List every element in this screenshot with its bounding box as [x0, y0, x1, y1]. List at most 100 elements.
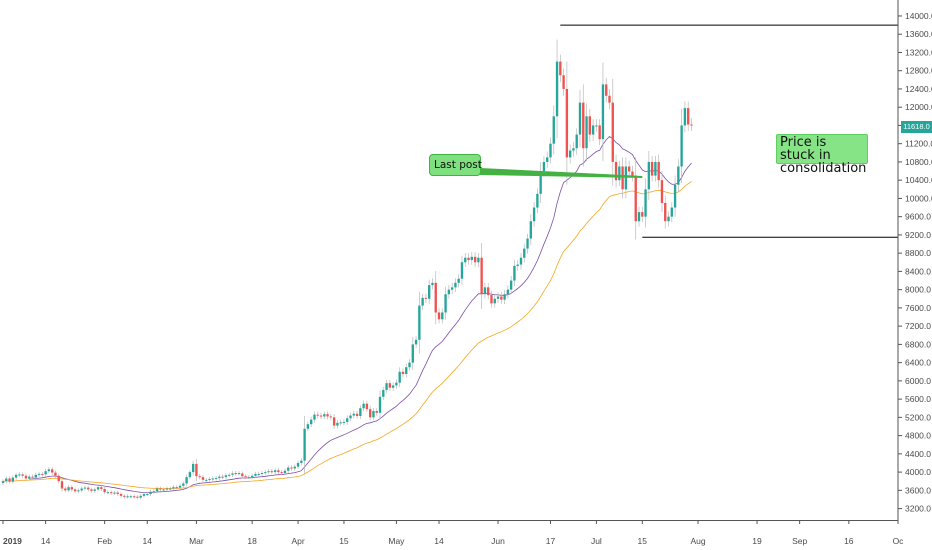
candle-body: [572, 148, 575, 151]
candle-body: [300, 460, 303, 463]
time-axis[interactable]: 2019 14 Feb 14 Mar 18 Apr 15 May 14 Jun 17 Jul 15 Aug 1…: [0, 520, 904, 546]
candle-body: [618, 166, 621, 181]
candle-body: [585, 116, 588, 149]
candle-body: [480, 257, 483, 295]
time-tick-label: 2019: [3, 536, 22, 546]
candle-body: [536, 193, 539, 208]
price-tick-label: 5200.0: [905, 412, 931, 422]
candle-body: [342, 421, 346, 423]
candle-body: [18, 474, 21, 476]
candle-body: [87, 487, 90, 490]
price-tick-label: 10400.0: [905, 175, 932, 185]
candle-body: [414, 339, 418, 345]
candle-body: [516, 264, 519, 266]
candle-body: [411, 344, 414, 363]
candle-body: [575, 134, 578, 149]
candle-body: [165, 488, 169, 490]
candle-body: [152, 491, 155, 493]
ma-fast-line: [29, 135, 692, 494]
price-tick-label: 3600.0: [905, 485, 931, 495]
candle-body: [355, 413, 359, 416]
last-post-pointer: [480, 168, 643, 178]
candle-body: [431, 282, 434, 286]
candle-body: [336, 422, 339, 426]
candle-body: [559, 61, 562, 76]
candle-body: [24, 475, 28, 479]
candle-body: [460, 262, 464, 279]
candle-body: [54, 472, 57, 476]
candles: [1, 39, 693, 500]
candle-body: [247, 477, 251, 479]
candle-body: [401, 371, 405, 375]
time-tick-label: 16: [844, 536, 854, 546]
candle-body: [424, 297, 428, 299]
candle-body: [490, 295, 493, 304]
candle-body: [50, 469, 54, 473]
candle-body: [605, 84, 608, 96]
candle-body: [237, 473, 241, 475]
candle-body: [90, 489, 93, 491]
candle-body: [477, 257, 480, 263]
candle-body: [67, 487, 70, 491]
candle-body: [103, 488, 106, 493]
price-axis[interactable]: 14000.0 13600.0 13200.0 12800.0 12400.0 12000…: [897, 0, 932, 520]
candle-body: [132, 496, 136, 498]
candle-body: [287, 467, 290, 471]
candle-body: [680, 125, 683, 167]
time-tick-label: May: [388, 536, 405, 546]
candle-body: [595, 125, 598, 127]
candle-body: [441, 312, 444, 320]
price-tick-label: 10000.0: [905, 193, 932, 203]
candle-body: [454, 282, 457, 288]
candle-body: [309, 419, 313, 425]
candle-body: [93, 489, 96, 491]
candle-body: [493, 298, 496, 304]
price-tick-label: 8400.0: [905, 266, 931, 276]
candle-body: [526, 238, 529, 249]
candle-body: [428, 285, 431, 299]
candle-body: [205, 479, 208, 481]
time-tick-label: 19: [752, 536, 762, 546]
candle-body: [444, 294, 447, 313]
candle-body: [637, 212, 641, 222]
candle-body: [178, 485, 182, 488]
price-tick-label: 13600.0: [905, 29, 932, 39]
candle-body: [224, 475, 228, 478]
candle-body: [578, 102, 582, 135]
time-tick-label: Oc: [893, 536, 905, 546]
price-tick-label: 5600.0: [905, 394, 931, 404]
candle-body: [155, 488, 159, 492]
candle-body: [113, 492, 116, 494]
candle-body: [149, 491, 152, 494]
candle-body: [539, 171, 542, 194]
candle-body: [73, 489, 77, 492]
candle-body: [273, 470, 277, 473]
candle-body: [11, 477, 15, 482]
price-tick-label: 14000.0: [905, 11, 932, 21]
candle-body: [503, 294, 506, 300]
price-tick-label: 11200.0: [905, 139, 932, 149]
candle-body: [283, 470, 287, 474]
price-tick-label: 13200.0: [905, 47, 932, 57]
candle-body: [588, 116, 592, 135]
candle-body: [690, 124, 693, 126]
price-tick-label: 12800.0: [905, 66, 932, 76]
time-tick-label: 14: [41, 536, 51, 546]
candle-body: [139, 495, 142, 498]
candle-body: [100, 487, 103, 489]
candle-body: [555, 61, 559, 117]
candle-body: [670, 207, 673, 217]
candle-body: [228, 474, 231, 476]
candle-body: [473, 256, 477, 263]
candle-body: [391, 385, 395, 388]
candle-body: [388, 383, 392, 388]
candle-body: [323, 414, 326, 417]
candle-body: [395, 382, 398, 386]
candle-body: [77, 490, 80, 492]
candle-body: [500, 296, 503, 300]
candle-body: [169, 488, 172, 490]
candle-body: [316, 414, 319, 416]
candle-body: [362, 403, 365, 409]
price-tick-label: 6400.0: [905, 358, 931, 368]
